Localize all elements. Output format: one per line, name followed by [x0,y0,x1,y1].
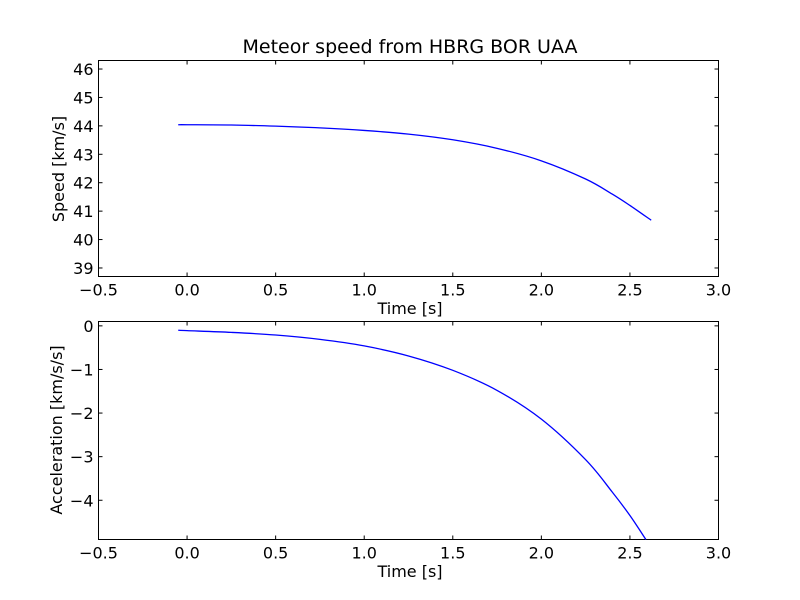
x-tick-label: 1.0 [351,281,376,300]
speed-series-line [178,124,652,221]
x-tick-label: 1.0 [351,544,376,563]
y-tick-label: −2 [70,404,94,423]
x-tick-label: 2.0 [529,281,554,300]
speed-x-axis-label: Time [s] [376,299,442,318]
y-tick-label: 44 [73,117,93,136]
x-tick-label: 2.0 [529,544,554,563]
acceleration-x-axis-label: Time [s] [376,562,442,581]
acceleration-series-line [178,329,647,540]
y-tick-label: 43 [73,145,93,164]
chart-title: Meteor speed from HBRG BOR UAA [242,36,577,58]
y-tick-label: 40 [73,231,93,250]
y-tick-label: −3 [70,448,94,467]
x-tick-label: −0.5 [79,281,118,300]
y-tick-label: 41 [73,202,93,221]
x-tick-label: 3.0 [706,281,731,300]
acceleration-x-ticks: −0.5 0.0 0.5 1.0 1.5 2.0 2.5 3.0 [79,321,731,563]
x-tick-label: 3.0 [706,544,731,563]
speed-y-ticks: 39 40 41 42 43 44 45 46 [73,60,719,278]
acceleration-y-ticks: 0 −1 −2 −3 −4 [70,317,719,510]
x-tick-label: 2.5 [617,281,642,300]
y-tick-label: 46 [73,60,93,79]
speed-x-ticks: −0.5 0.0 0.5 1.0 1.5 2.0 2.5 3.0 [79,60,731,300]
x-tick-label: 0.5 [263,281,288,300]
y-tick-label: −1 [70,360,94,379]
speed-plot-frame [98,60,719,277]
x-tick-label: −0.5 [79,544,118,563]
x-tick-label: 0.0 [174,544,199,563]
x-tick-label: 0.0 [174,281,199,300]
speed-subplot: −0.5 0.0 0.5 1.0 1.5 2.0 2.5 3.0 39 40 41 42 43 44 45… [49,60,731,318]
y-tick-label: −4 [70,491,94,510]
y-tick-label: 42 [73,174,93,193]
x-tick-label: 2.5 [617,544,642,563]
x-tick-label: 0.5 [263,544,288,563]
y-tick-label: 0 [83,317,93,336]
speed-y-axis-label: Speed [km/s] [49,116,68,222]
x-tick-label: 1.5 [440,544,465,563]
acceleration-y-axis-label: Acceleration [km/s/s] [47,345,66,514]
x-tick-label: 1.5 [440,281,465,300]
acceleration-plot-frame [98,321,719,540]
y-tick-label: 45 [73,88,93,107]
acceleration-subplot: −0.5 0.0 0.5 1.0 1.5 2.0 2.5 3.0 0 −1 −2 −3 −4 Time… [47,317,731,581]
y-tick-label: 39 [73,259,93,278]
